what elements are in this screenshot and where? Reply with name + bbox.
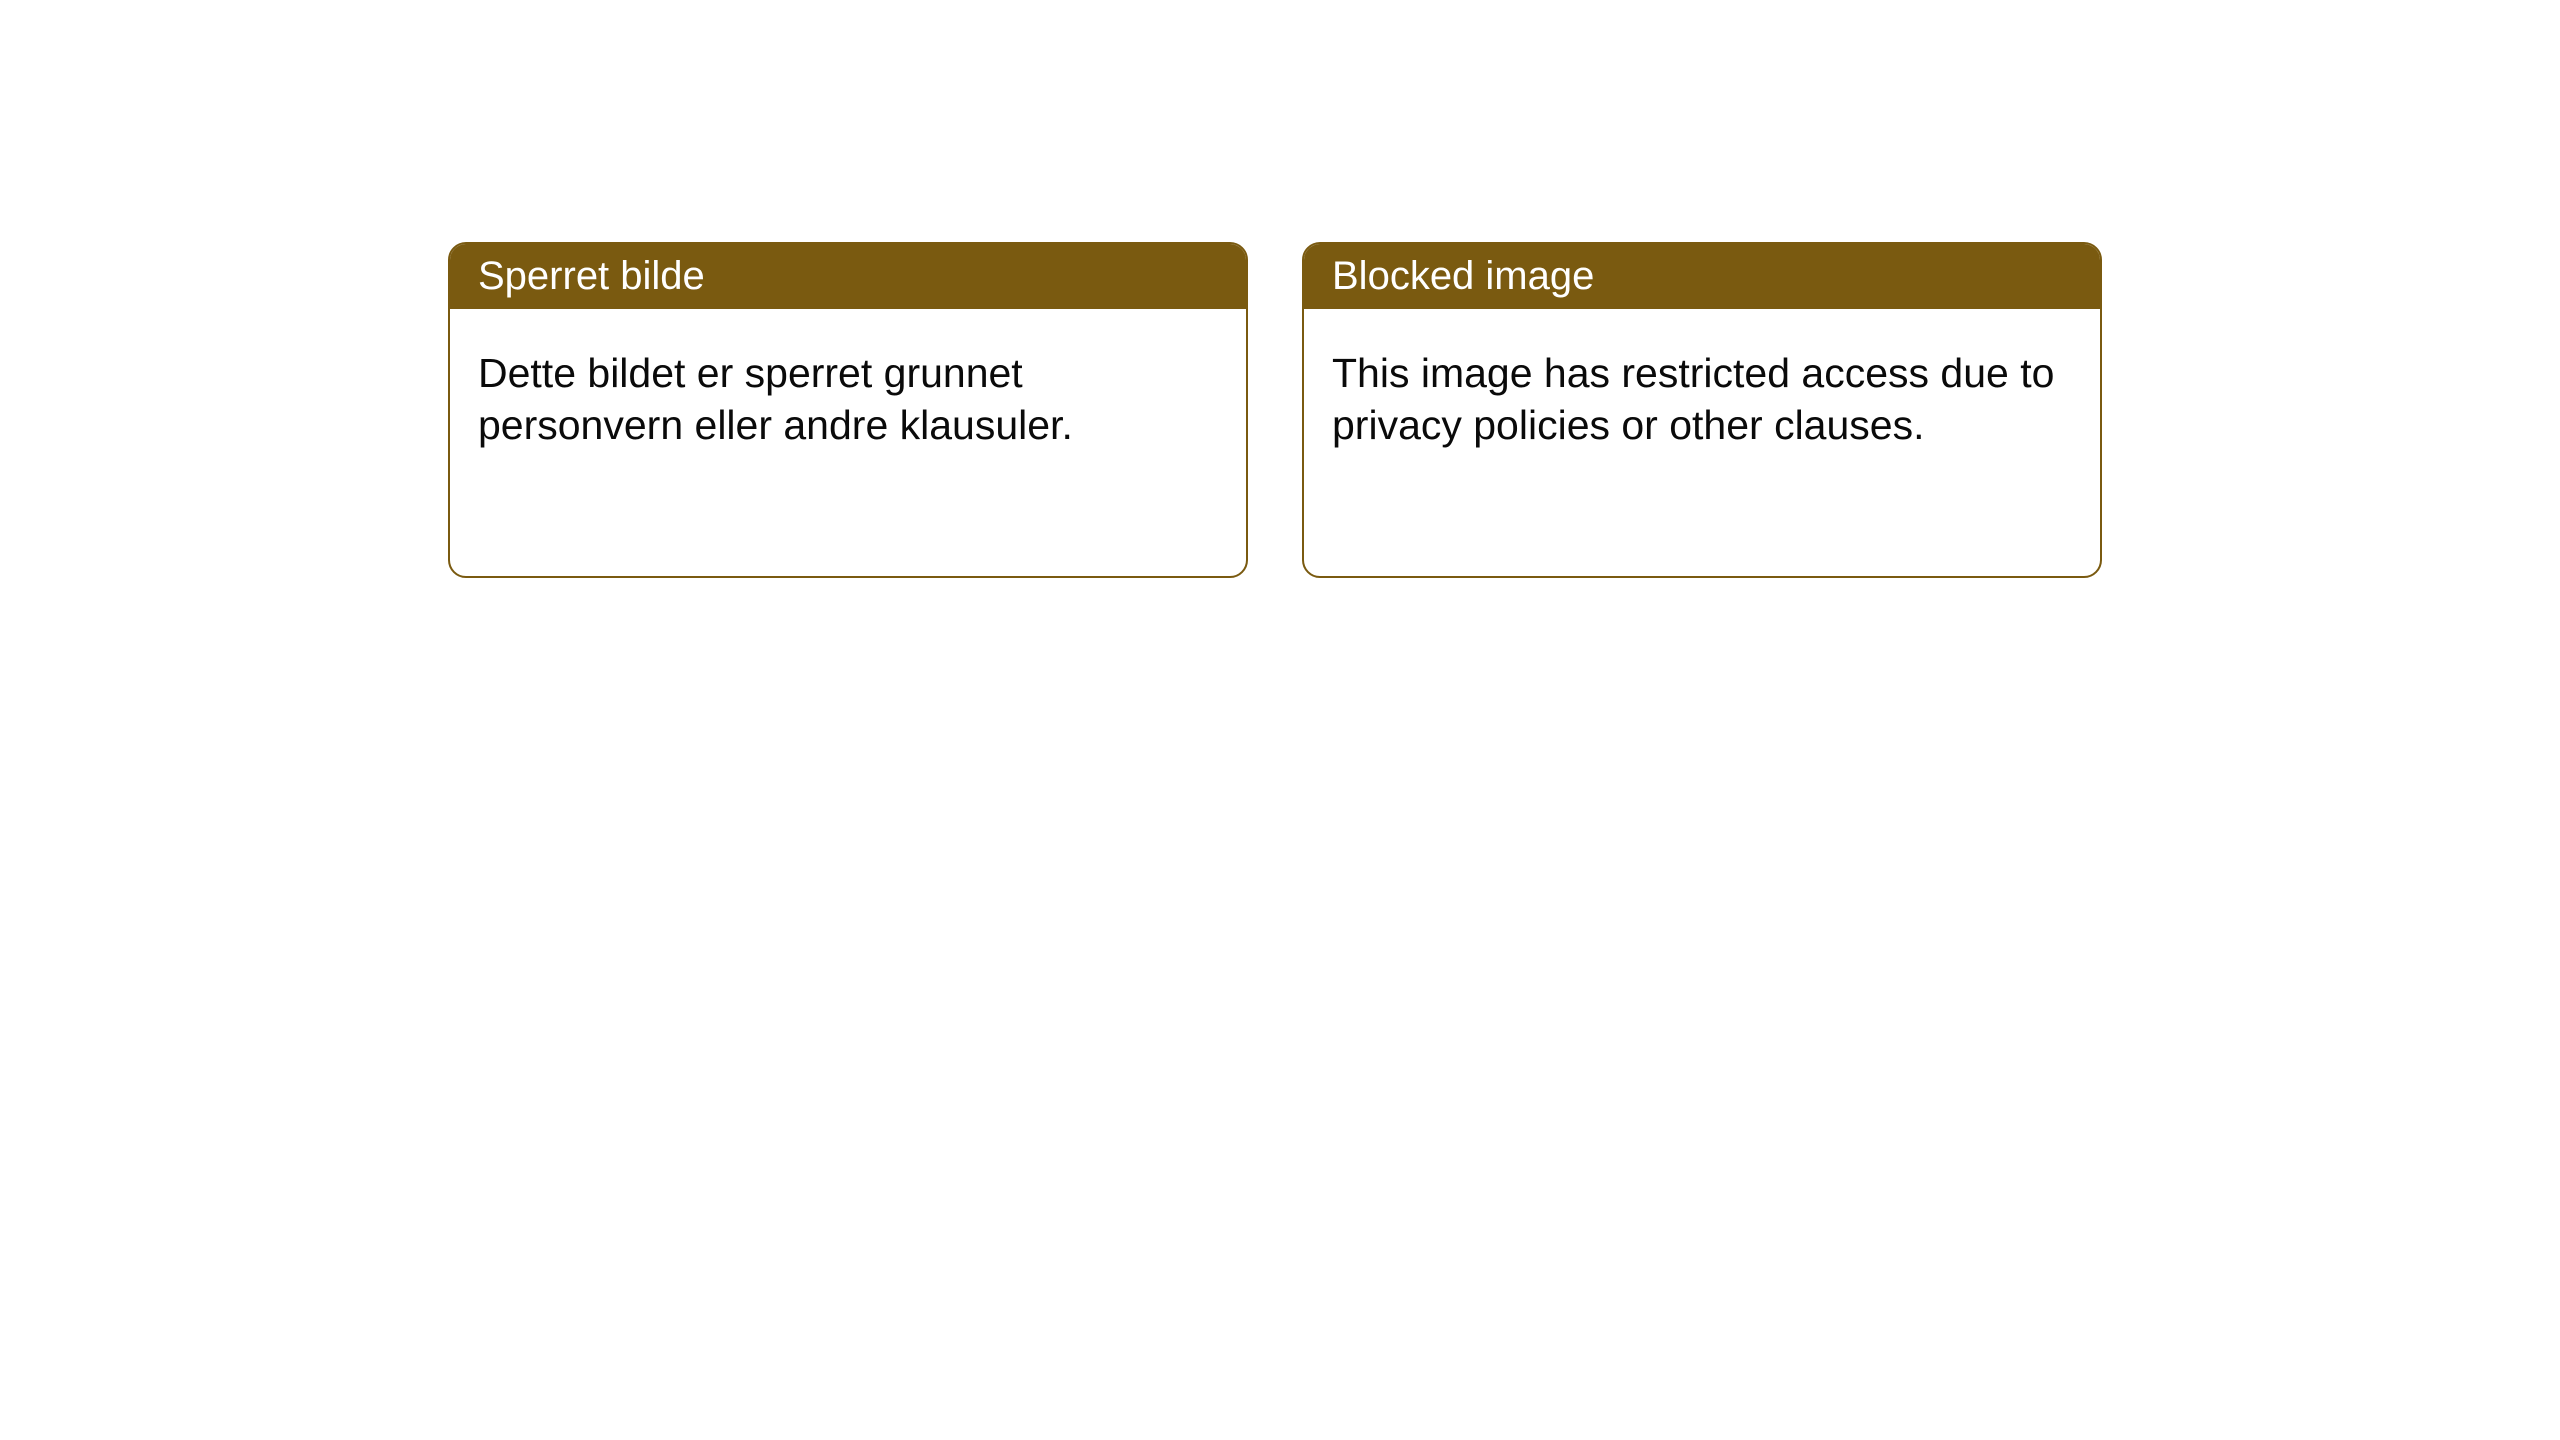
- card-body-english: This image has restricted access due to …: [1304, 309, 2100, 480]
- blocked-image-notices: Sperret bilde Dette bildet er sperret gr…: [448, 242, 2102, 578]
- card-body-norwegian: Dette bildet er sperret grunnet personve…: [450, 309, 1246, 480]
- blocked-image-card-english: Blocked image This image has restricted …: [1302, 242, 2102, 578]
- card-header-norwegian: Sperret bilde: [450, 244, 1246, 309]
- card-header-english: Blocked image: [1304, 244, 2100, 309]
- blocked-image-card-norwegian: Sperret bilde Dette bildet er sperret gr…: [448, 242, 1248, 578]
